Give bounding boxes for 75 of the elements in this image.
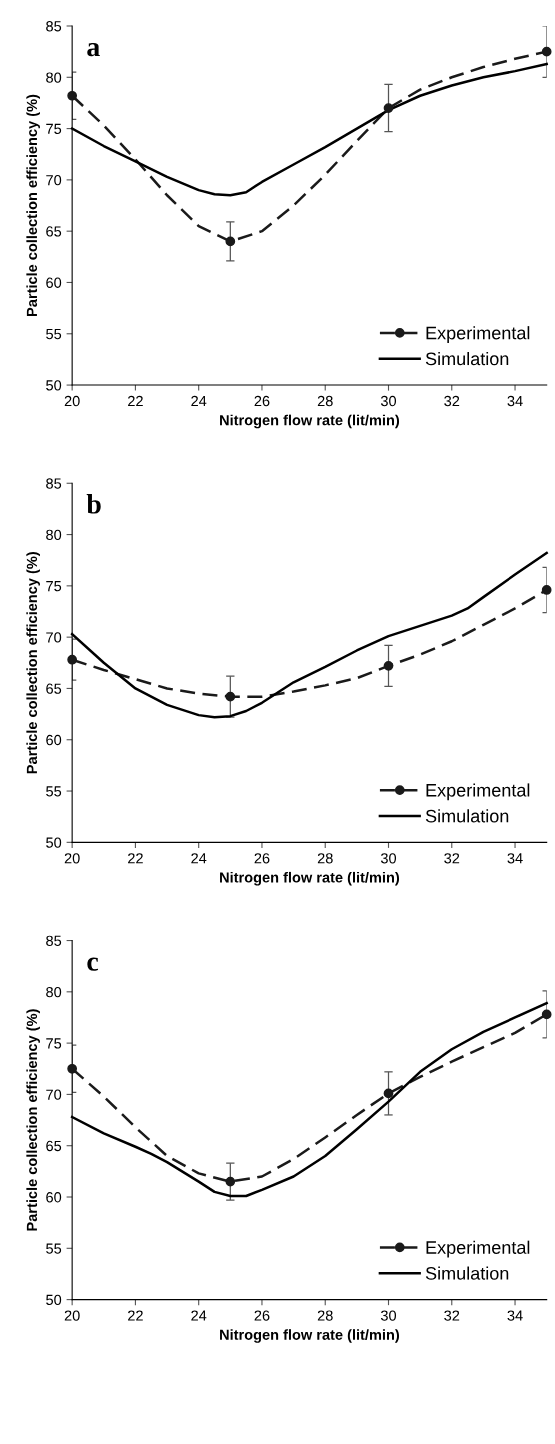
- y-axis-title: Particle collection efficiency (%): [26, 552, 40, 774]
- y-tick-label: 60: [46, 277, 62, 288]
- legend-label: Experimental: [426, 326, 530, 343]
- legend-label: Simulation: [425, 351, 509, 366]
- y-tick-label: 75: [46, 1038, 62, 1049]
- x-axis-title: Nitrogen flow rate (lit/min): [220, 414, 400, 429]
- x-tick-label: 20: [64, 853, 80, 864]
- y-tick-label: 65: [46, 1140, 62, 1152]
- x-tick-label: 24: [191, 395, 207, 407]
- x-tick-label: 34: [507, 853, 523, 864]
- y-tick-label: 75: [46, 581, 62, 592]
- legend-label: Simulation: [425, 809, 509, 823]
- x-tick-label: 26: [254, 395, 270, 407]
- y-tick-label: 70: [46, 632, 62, 643]
- point: [383, 661, 394, 671]
- y-tick-label: 70: [46, 1089, 62, 1100]
- point: [383, 1088, 394, 1099]
- x-tick-label: 26: [254, 1310, 270, 1321]
- y-tick-label: 55: [46, 329, 62, 340]
- point: [383, 103, 394, 113]
- y-tick-label: 75: [46, 123, 62, 135]
- x-tick-label: 26: [254, 853, 270, 864]
- annotation: a: [87, 43, 100, 57]
- x-tick-label: 30: [380, 853, 397, 864]
- y-tick-label: 60: [46, 734, 62, 746]
- x-tick-label: 28: [317, 853, 333, 864]
- x-tick-label: 30: [380, 395, 397, 407]
- point: [225, 691, 236, 702]
- point: [541, 1009, 552, 1020]
- y-tick-label: 50: [46, 1294, 62, 1306]
- annotation: b: [86, 494, 101, 514]
- x-tick-label: 34: [507, 1310, 523, 1321]
- y-tick-label: 80: [46, 529, 62, 540]
- point: [541, 46, 552, 57]
- x-tick-label: 28: [317, 395, 333, 407]
- x-tick-label: 22: [128, 1310, 143, 1321]
- x-tick-label: 22: [128, 853, 143, 864]
- x-tick-label: 34: [507, 395, 523, 407]
- point: [225, 236, 236, 247]
- y-tick-label: 85: [46, 21, 62, 32]
- point: [541, 585, 552, 595]
- point: [67, 1063, 78, 1074]
- y-tick-label: 85: [46, 478, 62, 489]
- y-axis-title: Particle collection efficiency (%): [26, 1009, 40, 1231]
- legend-label: Simulation: [425, 1266, 509, 1280]
- point: [225, 1176, 236, 1187]
- legend-label: Experimental: [426, 1240, 530, 1258]
- y-tick-label: 50: [46, 380, 62, 391]
- y-tick-label: 55: [46, 1243, 62, 1254]
- x-tick-label: 20: [64, 1310, 80, 1321]
- y-axis-title: Particle collection efficiency (%): [26, 94, 40, 316]
- y-tick-label: 55: [46, 786, 62, 797]
- y-tick-label: 70: [46, 174, 62, 186]
- x-tick-label: 22: [128, 395, 143, 407]
- x-tick-label: 24: [191, 1310, 207, 1321]
- annotation: c: [87, 957, 99, 971]
- x-tick-label: 32: [444, 1310, 460, 1321]
- point: [67, 654, 78, 665]
- point: [67, 90, 78, 101]
- x-tick-label: 30: [380, 1310, 397, 1321]
- y-tick-label: 50: [46, 837, 62, 848]
- x-tick-label: 24: [191, 853, 207, 864]
- y-tick-label: 85: [46, 935, 62, 946]
- y-tick-label: 65: [46, 226, 62, 237]
- x-axis-title: Nitrogen flow rate (lit/min): [220, 1329, 400, 1343]
- y-tick-label: 80: [46, 986, 62, 998]
- legend-label: Experimental: [426, 783, 530, 801]
- x-tick-label: 32: [444, 853, 460, 864]
- y-tick-label: 60: [46, 1192, 62, 1203]
- y-tick-label: 65: [46, 683, 62, 694]
- x-tick-label: 20: [64, 395, 80, 407]
- x-tick-label: 28: [317, 1310, 333, 1321]
- y-tick-label: 80: [46, 72, 62, 83]
- x-tick-label: 32: [444, 395, 460, 407]
- x-axis-title: Nitrogen flow rate (lit/min): [220, 871, 400, 886]
